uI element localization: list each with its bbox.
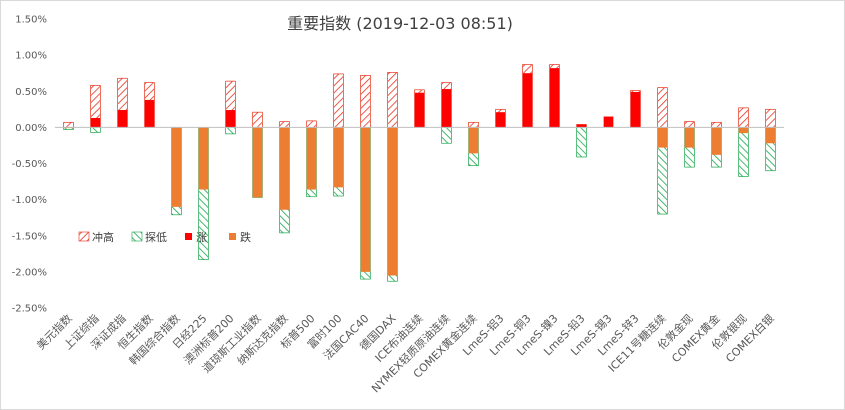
legend-label-low: 探低 [145,231,167,244]
legend-label-high: 冲高 [92,230,114,244]
bar-down [306,127,317,190]
legend-swatch-up [185,233,192,240]
bar-high [738,107,749,128]
y-tick-label: 0.50% [15,87,47,98]
bar-high [63,121,74,128]
bar-high [279,121,290,128]
bars-group [55,64,784,282]
chart-title: 重要指数 (2019-12-03 08:51) [287,14,513,33]
y-tick-label: -0.50% [12,159,47,170]
bar-high [468,121,479,128]
bar-up [495,112,506,128]
bar-down [468,127,479,154]
legend: 冲高 探低 涨 跌 [78,230,251,244]
bar-down [333,127,344,188]
bar-up [225,110,236,128]
bar-low [90,127,101,133]
bar-up [441,89,452,128]
bar-high [387,72,398,128]
bar-up [576,124,587,128]
bar-down [198,127,209,190]
y-tick-label: -2.00% [12,267,47,278]
bar-down [684,127,695,148]
bar-high [711,121,722,128]
bar-down [252,127,263,198]
bar-up [90,117,101,128]
legend-swatch-high [78,231,90,242]
bar-low [576,127,587,158]
bar-up [522,73,533,128]
bar-high [252,111,263,128]
y-tick-label: -1.00% [12,195,47,206]
bar-high [657,87,668,128]
y-tick-label: 0.00% [15,123,47,134]
y-tick-label: -2.50% [12,304,47,315]
bar-up [144,99,155,128]
bar-down [279,127,290,210]
bar-down [387,127,398,276]
y-tick-label: 1.50% [15,15,47,26]
y-tick-label: -1.50% [12,231,47,242]
bar-low [225,127,236,135]
bar-high [306,120,317,128]
bar-low [738,127,749,177]
bar-up [549,68,560,128]
x-axis: 美元指数上证综指深证成指恒生指数韩国综合指数日经225澳洲标普200道琼斯工业指… [34,311,777,395]
bar-high [765,108,776,128]
bar-up [117,110,128,128]
legend-label-up: 涨 [196,231,207,244]
bar-high [360,75,371,128]
bar-up [603,116,614,128]
bar-down [738,127,749,134]
bar-down [711,127,722,155]
legend-swatch-low [131,231,143,242]
y-axis: 1.50% 1.00% 0.50% 0.00% -0.50% -1.00% -1.50% -2… [12,15,47,315]
legend-label-down: 跌 [240,230,251,244]
bar-down [657,127,668,148]
bar-down [765,127,776,144]
legend-swatch-down [229,233,236,240]
bar-low [441,127,452,144]
bar-up [414,92,425,128]
y-tick-label: 1.00% [15,51,47,62]
bar-high [333,73,344,128]
bar-high [684,121,695,128]
bar-down [360,127,371,272]
bar-up [630,91,641,128]
bar-down [171,127,182,207]
